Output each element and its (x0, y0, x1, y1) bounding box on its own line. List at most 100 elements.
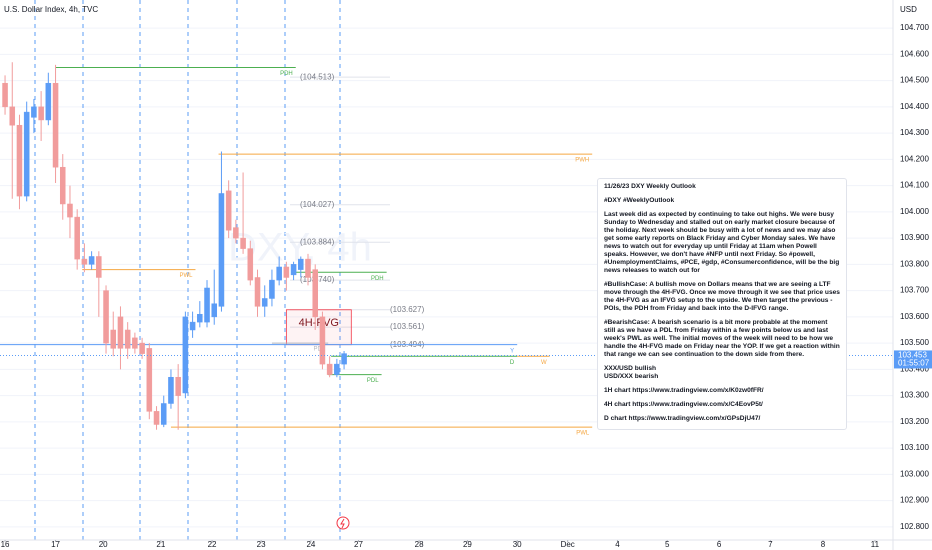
candle-body (247, 248, 254, 281)
x-tick-label: 8 (821, 540, 826, 549)
note-paragraph: #BearishCase: A bearish scenario is a bi… (604, 319, 840, 358)
y-tick-label: 103.400 (900, 364, 929, 373)
candle-body (240, 237, 246, 249)
candle-body (211, 303, 218, 318)
candle-body (160, 403, 167, 425)
candle-body (283, 266, 290, 278)
candle-body (189, 321, 196, 331)
reference-label: (104.513) (300, 72, 335, 81)
candle-body (225, 190, 232, 231)
candle-body (117, 316, 124, 349)
candle-body (341, 353, 347, 365)
candle-body (168, 376, 174, 404)
level-label: PWL (179, 273, 193, 279)
y-tick-label: 102.800 (900, 522, 929, 531)
x-tick-label: 4 (615, 540, 620, 549)
reference-label: (103.561) (390, 322, 425, 331)
candle-body (254, 277, 261, 307)
y-tick-label: 103.700 (900, 286, 929, 295)
y-tick-label: 103.500 (900, 338, 929, 347)
countdown-label: 01:55:07 (898, 359, 930, 368)
x-tick-label: 7 (768, 540, 773, 549)
candle-body (319, 316, 326, 365)
candle-body (204, 287, 210, 323)
candle-body (103, 290, 109, 344)
x-tick-label: Dec (561, 540, 575, 549)
note-paragraph: 1H chart https://www.tradingview.com/x/K… (604, 387, 764, 394)
x-tick-label: 28 (415, 540, 424, 549)
reference-label: (103.884) (300, 237, 335, 246)
x-tick-label: 29 (463, 540, 472, 549)
candle-body (52, 82, 59, 168)
x-tick-label: 6 (717, 540, 722, 549)
candle-body (132, 337, 138, 349)
candle-body (67, 203, 73, 218)
x-tick-label: 24 (306, 540, 315, 549)
y-tick-label: 104.000 (900, 207, 929, 216)
note-paragraph: #DXY #WeeklyOutlook (604, 197, 675, 204)
y-tick-label: 103.000 (900, 469, 929, 478)
currency-label: USD (900, 5, 917, 14)
session-lines (34, 0, 341, 540)
candle-body (276, 266, 282, 281)
candle-body (31, 106, 37, 118)
x-tick-label: 17 (51, 540, 60, 549)
candle-body (81, 258, 88, 265)
candle-body (38, 106, 44, 121)
candle-body (2, 82, 8, 108)
candle-body (110, 329, 117, 349)
candle-body (175, 376, 181, 396)
y-tick-label: 102.900 (900, 496, 929, 505)
candle-body (59, 166, 66, 205)
x-tick-label: 11 (871, 540, 880, 549)
x-tick-label: 5 (665, 540, 670, 549)
reference-label: (104.027) (300, 200, 335, 209)
note-paragraph: 4H chart https://www.tradingview.com/x/C… (604, 401, 763, 408)
level-label: Y (510, 348, 514, 354)
x-tick-label: 23 (257, 540, 266, 549)
x-tick-label: 30 (513, 540, 522, 549)
candle-body (124, 329, 131, 349)
y-tick-label: 103.300 (900, 391, 929, 400)
candle-body (197, 313, 203, 323)
candle-body (9, 106, 16, 126)
y-tick-label: 103.600 (900, 312, 929, 321)
last-price-label: 103.453 (898, 351, 927, 360)
y-tick-label: 104.700 (900, 23, 929, 32)
level-label: D (510, 360, 515, 366)
level-label: PDH (280, 71, 293, 77)
note-box: 11/26/23 DXY Weekly Outlook #DXY #WeeklyO… (597, 178, 847, 430)
candle-body (146, 348, 153, 412)
candle-body (290, 264, 297, 276)
candle-body (312, 269, 318, 318)
candle-body (16, 124, 23, 197)
note-paragraph: W chart https://www.tradingview.com/x/FW… (604, 429, 840, 430)
x-tick-label: 22 (208, 540, 217, 549)
y-tick-label: 104.100 (900, 181, 929, 190)
note-paragraph: D chart https://www.tradingview.com/x/GP… (604, 415, 761, 422)
y-tick-label: 103.200 (900, 417, 929, 426)
candle-body (74, 216, 80, 260)
fvg-label: 4H-FVG (299, 317, 339, 329)
candle-body (45, 82, 52, 121)
y-tick-label: 103.900 (900, 233, 929, 242)
candle-body (326, 363, 333, 375)
candle-body (139, 342, 145, 354)
y-tick-label: 104.200 (900, 154, 929, 163)
fvg-box (285, 309, 352, 346)
level-label: PDL (367, 378, 379, 384)
y-tick-label: 103.100 (900, 443, 929, 452)
reference-label: (103.627) (390, 305, 425, 314)
y-tick-label: 103.800 (900, 259, 929, 268)
note-paragraph: 11/26/23 DXY Weekly Outlook (604, 183, 696, 190)
candle-body (233, 227, 239, 239)
event-icon[interactable] (336, 516, 350, 530)
last-price-tag (894, 350, 932, 369)
x-tick-label: 20 (99, 540, 108, 549)
candle-body (305, 258, 311, 278)
x-tick-label: 16 (1, 540, 10, 549)
candle-body (153, 411, 160, 425)
x-tick-label: 21 (156, 540, 165, 549)
level-label: PWL (576, 431, 590, 437)
